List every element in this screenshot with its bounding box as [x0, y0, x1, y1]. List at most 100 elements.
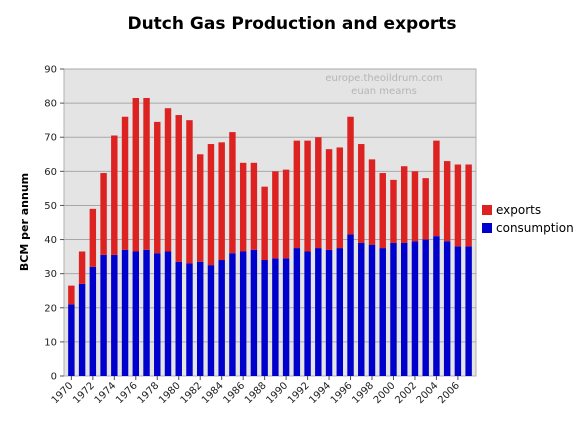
chart-title: Dutch Gas Production and exports: [127, 14, 457, 34]
y-tick-label: 40: [44, 235, 57, 246]
watermark-line-1: europe.theoildrum.com: [325, 73, 442, 84]
bar-exports-1992: [304, 140, 311, 252]
bar-consumption-1983: [207, 265, 215, 376]
bar-consumption-1977: [143, 249, 150, 376]
bar-consumption-1994: [325, 249, 333, 376]
bar-exports-2000: [390, 179, 397, 243]
bar-consumption-1996: [347, 234, 354, 376]
bars: [68, 97, 472, 376]
bar-consumption-1974: [111, 254, 118, 376]
x-tick-label: 1998: [350, 380, 376, 406]
y-tick-label: 50: [44, 201, 57, 212]
y-axis-title: BCM per annum: [18, 173, 31, 271]
bar-consumption-2000: [390, 242, 397, 376]
legend-label-consumption: consumption: [496, 221, 574, 235]
bar-exports-1999: [379, 173, 386, 249]
bar-exports-2001: [400, 166, 408, 243]
bar-exports-1983: [207, 144, 215, 266]
bar-consumption-1999: [379, 248, 386, 376]
bar-consumption-1976: [132, 251, 140, 376]
x-tick-label: 1994: [307, 380, 333, 406]
bar-consumption-1972: [89, 266, 97, 376]
bar-exports-2005: [443, 161, 451, 242]
bar-exports-1971: [78, 251, 86, 284]
bar-exports-1972: [89, 208, 97, 267]
watermark-line-2: euan mearns: [351, 86, 417, 97]
bar-exports-1970: [68, 285, 75, 305]
bar-consumption-1993: [315, 248, 322, 376]
bar-exports-1980: [175, 115, 182, 262]
bar-exports-1979: [164, 108, 172, 252]
bar-consumption-2007: [465, 246, 472, 376]
x-tick-label: 1988: [243, 380, 269, 406]
x-tick-label: 2000: [372, 380, 398, 406]
y-tick-label: 10: [44, 337, 57, 348]
x-tick-label: 1992: [286, 380, 312, 406]
x-tick-label: 1976: [114, 380, 140, 406]
bar-consumption-1979: [164, 251, 172, 376]
bar-exports-1990: [282, 169, 290, 259]
legend-swatch-consumption: [482, 223, 492, 233]
x-tick-label: 2004: [415, 380, 441, 406]
x-tick-label: 1978: [136, 380, 162, 406]
bar-consumption-1978: [154, 253, 161, 376]
bar-consumption-1987: [250, 249, 258, 376]
x-tick-label: 1990: [264, 380, 290, 406]
x-tick-label: 1972: [71, 380, 97, 406]
bar-exports-2006: [454, 164, 462, 247]
bar-consumption-1975: [121, 249, 129, 376]
legend-label-exports: exports: [496, 203, 541, 217]
bar-exports-1976: [132, 97, 140, 252]
x-tick-label: 2002: [393, 380, 419, 406]
x-tick-label: 1982: [179, 380, 205, 406]
bar-consumption-1988: [261, 260, 268, 376]
bar-exports-1984: [218, 142, 225, 261]
bar-exports-1995: [336, 147, 344, 249]
bar-exports-1977: [143, 97, 150, 250]
bar-consumption-2001: [400, 242, 408, 376]
bar-consumption-1984: [218, 260, 225, 376]
y-tick-label: 0: [51, 372, 57, 383]
bar-consumption-1989: [272, 258, 279, 376]
bar-consumption-1980: [175, 261, 182, 376]
bar-exports-1998: [368, 159, 376, 245]
bar-consumption-1992: [304, 251, 311, 376]
bar-consumption-1995: [336, 248, 344, 376]
bar-exports-1994: [325, 149, 333, 250]
bar-consumption-1998: [368, 244, 376, 376]
bar-exports-2007: [465, 164, 472, 247]
bar-consumption-2002: [411, 241, 419, 376]
bar-consumption-1971: [78, 283, 86, 376]
legend: exports consumption: [482, 203, 574, 235]
bar-exports-1981: [186, 120, 193, 264]
bar-consumption-1970: [68, 304, 75, 376]
y-tick-label: 30: [44, 269, 57, 280]
y-tick-label: 70: [44, 133, 57, 144]
bar-consumption-2006: [454, 246, 462, 376]
x-tick-label: 1974: [93, 380, 119, 406]
bar-consumption-1985: [229, 253, 236, 376]
bar-exports-1987: [250, 162, 258, 250]
bar-consumption-1981: [186, 263, 193, 376]
x-tick-label: 1970: [50, 380, 76, 406]
bar-consumption-1982: [196, 261, 204, 376]
bar-exports-2002: [411, 171, 419, 242]
bar-exports-1991: [293, 140, 301, 249]
bar-exports-1993: [315, 137, 322, 249]
bar-consumption-1997: [358, 242, 365, 376]
bar-exports-1989: [272, 171, 279, 259]
bar-exports-1996: [347, 116, 354, 235]
bar-consumption-1986: [239, 251, 247, 376]
bar-consumption-2004: [433, 236, 440, 376]
legend-swatch-exports: [482, 205, 492, 215]
bar-exports-1988: [261, 186, 268, 261]
x-tick-label: 2006: [436, 380, 462, 406]
bar-consumption-1990: [282, 258, 290, 376]
bar-exports-1978: [154, 121, 161, 254]
bar-exports-1974: [111, 135, 118, 255]
x-tick-label: 1984: [200, 380, 226, 406]
bar-consumption-2003: [422, 239, 429, 376]
y-tick-label: 90: [44, 65, 57, 76]
bar-exports-1997: [358, 144, 365, 243]
bar-exports-1982: [196, 154, 204, 262]
